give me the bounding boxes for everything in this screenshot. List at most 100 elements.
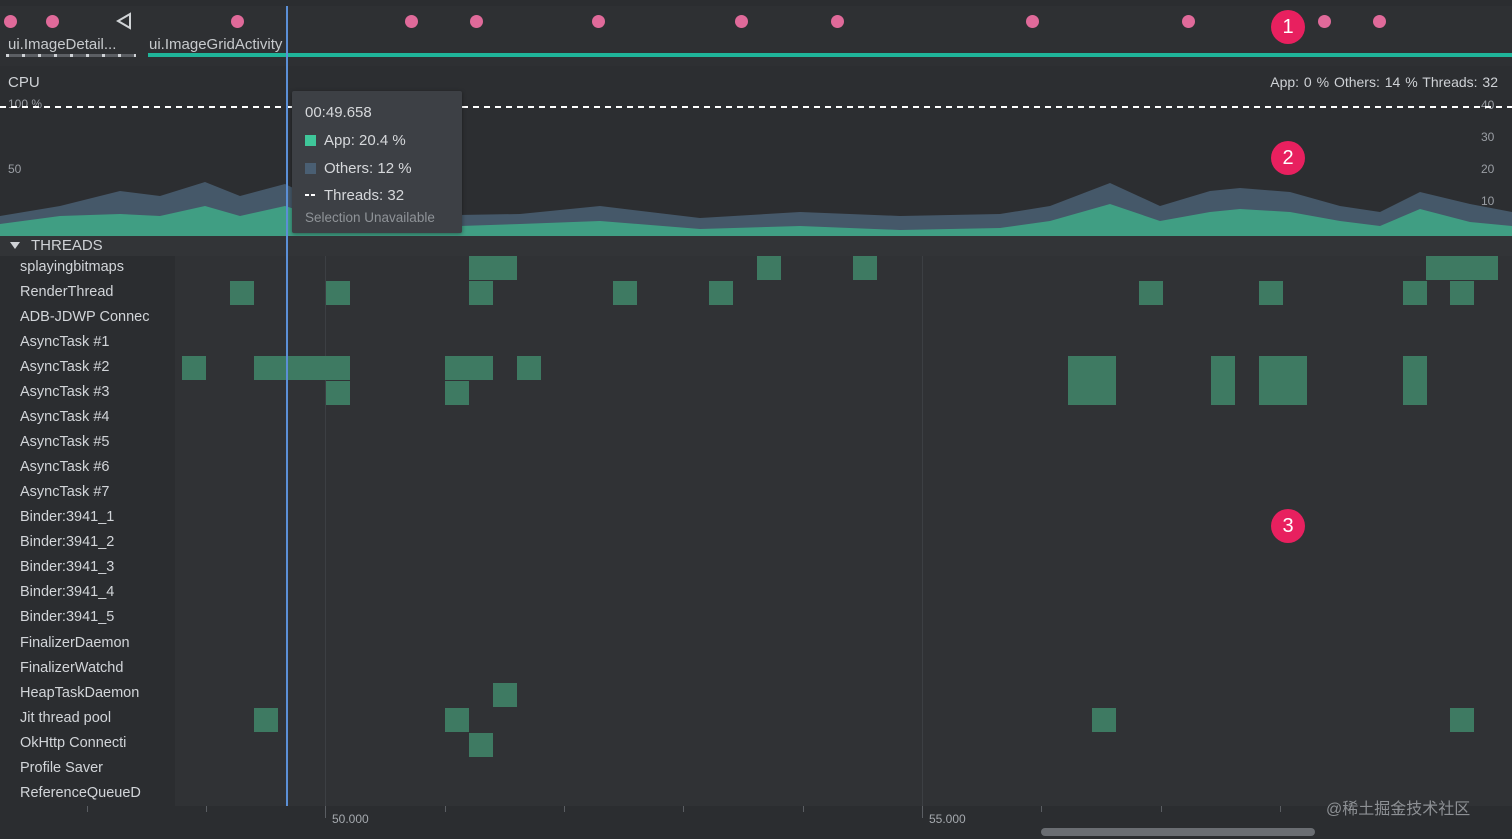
user-event-dot[interactable] xyxy=(735,15,748,28)
thread-label[interactable]: AsyncTask #7 xyxy=(20,484,110,500)
thread-state-block[interactable] xyxy=(469,256,517,280)
user-event-dot[interactable] xyxy=(405,15,418,28)
thread-state-block[interactable] xyxy=(1068,356,1116,405)
gridline-50s xyxy=(325,256,326,816)
thread-label[interactable]: Binder:3941_4 xyxy=(20,584,115,600)
thread-label[interactable]: ReferenceQueueD xyxy=(20,785,141,801)
back-triangle-icon[interactable] xyxy=(115,12,133,35)
thread-label[interactable]: AsyncTask #3 xyxy=(20,384,110,400)
watermark: @稀土掘金技术社区 xyxy=(1326,801,1471,818)
activity-bar-image-detail[interactable] xyxy=(6,54,136,57)
thread-state-block[interactable] xyxy=(1259,281,1283,305)
thread-state-block[interactable] xyxy=(469,733,493,757)
thread-label[interactable]: RenderThread xyxy=(20,284,114,300)
thread-label[interactable]: AsyncTask #6 xyxy=(20,459,110,475)
user-event-dot[interactable] xyxy=(1026,15,1039,28)
axis-tick xyxy=(325,806,326,818)
tooltip-time: 00:49.658 xyxy=(305,104,372,121)
thread-state-block[interactable] xyxy=(1403,356,1427,405)
collapse-triangle-icon[interactable] xyxy=(10,242,20,250)
thread-state-block[interactable] xyxy=(254,356,350,380)
thread-label[interactable]: AsyncTask #1 xyxy=(20,334,110,350)
axis-tick xyxy=(922,806,923,818)
axis-tick xyxy=(1399,806,1400,812)
thread-label[interactable]: AsyncTask #2 xyxy=(20,359,110,375)
tooltip-app-row: App: 20.4 % xyxy=(305,132,406,149)
thread-state-block[interactable] xyxy=(1450,281,1474,305)
thread-state-block[interactable] xyxy=(445,708,469,732)
user-event-dot[interactable] xyxy=(592,15,605,28)
thread-state-block[interactable] xyxy=(1139,281,1163,305)
cpu-tooltip: 00:49.658 App: 20.4 % Others: 12 % Threa… xyxy=(292,91,462,233)
thread-label[interactable]: Binder:3941_1 xyxy=(20,509,115,525)
thread-state-block[interactable] xyxy=(1426,256,1498,280)
tooltip-threads: Threads: 32 xyxy=(324,187,405,204)
thread-state-block[interactable] xyxy=(445,381,469,405)
thread-state-block[interactable] xyxy=(469,281,493,305)
tooltip-threads-row: Threads: 32 xyxy=(305,187,404,204)
annotation-marker-1: 1 xyxy=(1271,10,1305,44)
axis-tick xyxy=(1280,806,1281,812)
thread-state-block[interactable] xyxy=(230,281,254,305)
axis-tick xyxy=(87,806,88,812)
annotation-marker-3: 3 xyxy=(1271,509,1305,543)
user-event-dot[interactable] xyxy=(470,15,483,28)
thread-state-block[interactable] xyxy=(613,281,637,305)
threads-axis-30: 30 xyxy=(1481,130,1495,144)
thread-state-block[interactable] xyxy=(757,256,781,280)
user-event-dot[interactable] xyxy=(1182,15,1195,28)
thread-state-block[interactable] xyxy=(326,281,350,305)
thread-state-block[interactable] xyxy=(254,708,278,732)
threads-header[interactable]: THREADS xyxy=(0,236,1512,256)
activity-bar-image-grid[interactable] xyxy=(148,53,1512,57)
thread-state-block[interactable] xyxy=(709,281,733,305)
axis-tick xyxy=(445,806,446,812)
user-event-dot[interactable] xyxy=(1318,15,1331,28)
user-event-dot[interactable] xyxy=(831,15,844,28)
cpu-title: CPU xyxy=(8,74,40,91)
thread-label[interactable]: ADB-JDWP Connec xyxy=(20,309,150,325)
thread-state-block[interactable] xyxy=(326,381,350,405)
thread-label[interactable]: Binder:3941_2 xyxy=(20,534,115,550)
axis-tick xyxy=(1161,806,1162,812)
thread-label[interactable]: FinalizerDaemon xyxy=(20,635,130,651)
playhead-line[interactable] xyxy=(286,6,288,806)
thread-state-block[interactable] xyxy=(853,256,877,280)
thread-state-block[interactable] xyxy=(517,356,541,380)
thread-state-block[interactable] xyxy=(1259,356,1307,405)
tooltip-others-row: Others: 12 % xyxy=(305,160,412,177)
thread-label[interactable]: OkHttp Connecti xyxy=(20,735,127,751)
user-event-dot[interactable] xyxy=(46,15,59,28)
thread-state-block[interactable] xyxy=(1403,281,1427,305)
thread-label[interactable]: AsyncTask #4 xyxy=(20,409,110,425)
thread-state-block[interactable] xyxy=(182,356,206,380)
threads-title: THREADS xyxy=(31,237,103,254)
horizontal-scrollbar[interactable] xyxy=(1041,828,1315,836)
thread-label[interactable]: splayingbitmaps xyxy=(20,259,124,275)
thread-label[interactable]: AsyncTask #5 xyxy=(20,434,110,450)
activity-label-image-detail[interactable]: ui.ImageDetail... xyxy=(8,36,117,53)
thread-state-block[interactable] xyxy=(493,683,517,707)
thread-label[interactable]: Profile Saver xyxy=(20,760,104,776)
thread-label[interactable]: FinalizerWatchd xyxy=(20,660,124,676)
axis-tick xyxy=(206,806,207,812)
user-event-dot[interactable] xyxy=(4,15,17,28)
user-event-dot[interactable] xyxy=(231,15,244,28)
tooltip-app: App: 20.4 % xyxy=(324,132,406,149)
thread-label[interactable]: Binder:3941_3 xyxy=(20,559,115,575)
thread-state-block[interactable] xyxy=(1450,708,1474,732)
axis-label-50s: 50.000 xyxy=(332,812,369,826)
user-event-dot[interactable] xyxy=(1373,15,1386,28)
thread-label[interactable]: Binder:3941_5 xyxy=(20,609,115,625)
thread-state-block[interactable] xyxy=(445,356,493,380)
axis-tick xyxy=(803,806,804,812)
threads-timeline[interactable] xyxy=(175,256,1512,806)
event-timeline: ui.ImageDetail... ui.ImageGridActivity xyxy=(0,6,1512,66)
thread-state-block[interactable] xyxy=(1211,356,1235,405)
thread-label[interactable]: Jit thread pool xyxy=(20,710,112,726)
thread-state-block[interactable] xyxy=(1092,708,1116,732)
annotation-marker-2: 2 xyxy=(1271,141,1305,175)
axis-label-55s: 55.000 xyxy=(929,812,966,826)
thread-label[interactable]: HeapTaskDaemon xyxy=(20,685,140,701)
activity-label-image-grid[interactable]: ui.ImageGridActivity xyxy=(149,36,283,53)
